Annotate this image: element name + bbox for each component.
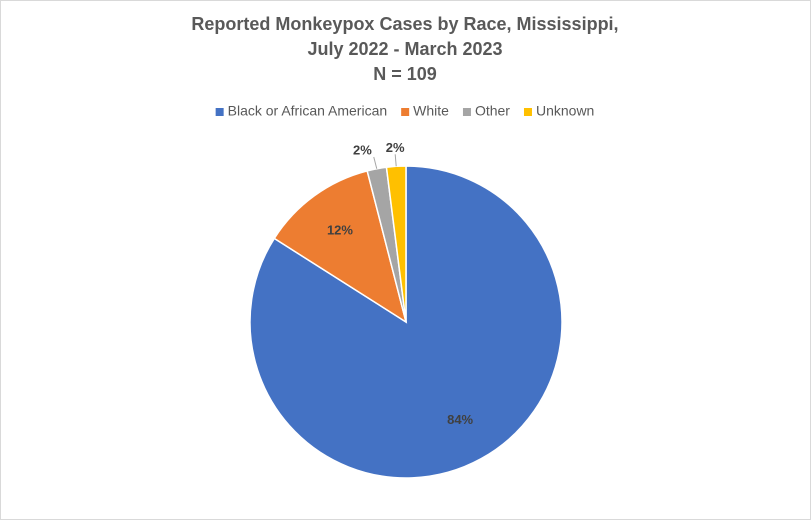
chart-title: N = 109: [373, 64, 437, 84]
legend-swatch: [462, 108, 471, 116]
chart-title: Reported Monkeypox Cases by Race, Missis…: [191, 14, 618, 34]
legend-label: Unknown: [536, 103, 594, 119]
data-label: 2%: [353, 142, 372, 157]
pie-slice: [273, 169, 408, 324]
legend-label: Black or African American: [228, 103, 388, 119]
legend-swatch: [523, 108, 532, 116]
leader-line: [373, 156, 378, 169]
legend-label: White: [413, 103, 449, 119]
data-label: 2%: [386, 140, 405, 155]
data-label: 84%: [447, 412, 473, 427]
leader-line: [394, 154, 397, 167]
legend-swatch: [215, 108, 224, 116]
legend-swatch: [401, 108, 410, 116]
chart-title: July 2022 - March 2023: [307, 39, 502, 59]
legend-label: Other: [475, 103, 510, 119]
data-label: 12%: [327, 223, 353, 238]
